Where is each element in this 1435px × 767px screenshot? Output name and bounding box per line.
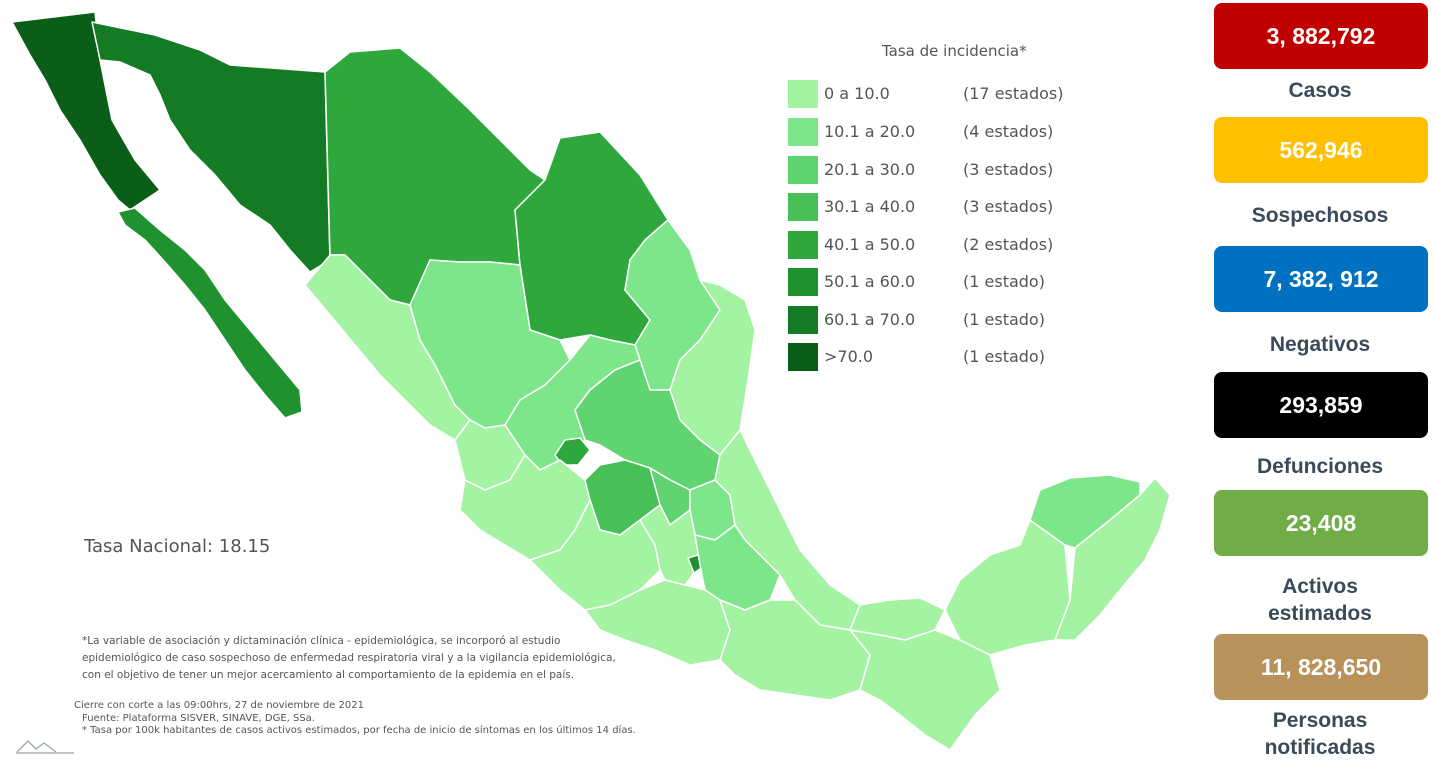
notified-value: 11, 828,650	[1260, 653, 1382, 680]
state-quintana-roo	[1054, 477, 1171, 641]
note-line: con el objetivo de tener un mejor acerca…	[82, 669, 575, 681]
deaths-box: 293,859	[1214, 372, 1428, 438]
national-rate: Tasa Nacional: 18.15	[84, 536, 271, 557]
legend-swatch	[788, 193, 818, 221]
deaths-value: 293,859	[1279, 391, 1363, 418]
legend-swatch	[788, 156, 818, 184]
cases-value: 3, 882,792	[1266, 22, 1376, 49]
legend-range: 60.1 a 70.0	[824, 310, 916, 329]
legend-range: 10.1 a 20.0	[824, 122, 916, 141]
deaths-label: Defunciones	[1256, 455, 1384, 478]
active-box: 23,408	[1214, 490, 1428, 556]
suspected-value: 562,946	[1279, 136, 1363, 163]
legend-row: 60.1 a 70.0 (1 estado)	[786, 306, 1116, 334]
legend-swatch	[788, 268, 818, 296]
rate-footnote: * Tasa por 100k habitantes de casos acti…	[82, 725, 636, 736]
legend-swatch	[788, 343, 818, 371]
cases-box: 3, 882,792	[1214, 3, 1428, 69]
legend-swatch	[788, 306, 818, 334]
state-sonora	[91, 21, 331, 273]
suspected-label: Sospechosos	[1251, 204, 1389, 227]
logo-icon	[16, 740, 74, 754]
legend-swatch	[788, 80, 818, 108]
legend-row: 50.1 a 60.0 (1 estado)	[786, 268, 1116, 296]
cases-label: Casos	[1288, 79, 1352, 102]
source-line: Fuente: Plataforma SISVER, SINAVE, DGE, …	[82, 712, 315, 724]
notified-label: Personas notificadas	[1264, 709, 1376, 759]
legend-range: 30.1 a 40.0	[824, 197, 916, 216]
negatives-box: 7, 382, 912	[1214, 246, 1428, 312]
legend-count: (1 estado)	[963, 310, 1045, 329]
active-label: Activos estimados	[1268, 575, 1372, 625]
legend-count: (4 estados)	[963, 122, 1054, 141]
legend-range: >70.0	[824, 347, 874, 366]
legend-count: (17 estados)	[963, 84, 1064, 103]
state-yucatan	[1029, 474, 1141, 549]
stats-panel: 3, 882,792 Casos 562,946 Sospechosos 7, …	[1205, 0, 1435, 767]
legend-range: 50.1 a 60.0	[824, 272, 916, 291]
suspected-box: 562,946	[1214, 117, 1428, 183]
legend-title: Tasa de incidencia*	[882, 42, 1027, 60]
legend-count: (3 estados)	[963, 160, 1054, 179]
legend-row: >70.0 (1 estado)	[786, 343, 1116, 371]
state-baja-california	[11, 11, 161, 211]
legend-count: (1 estado)	[963, 347, 1045, 366]
legend-row: 0 a 10.0 (17 estados)	[786, 80, 1116, 108]
mexico-incidence-map	[11, 11, 1171, 751]
source-notes: Cierre con corte a las 09:00hrs, 27 de n…	[74, 700, 774, 738]
legend-range: 40.1 a 50.0	[824, 235, 916, 254]
methodology-note: *La variable de asociación y dictaminaci…	[82, 633, 702, 684]
legend-row: 30.1 a 40.0 (3 estados)	[786, 193, 1116, 221]
state-baja-california-sur	[117, 207, 303, 419]
legend-row: 10.1 a 20.0 (4 estados)	[786, 118, 1116, 146]
legend-range: 0 a 10.0	[824, 84, 890, 103]
legend-row: 40.1 a 50.0 (2 estados)	[786, 231, 1116, 259]
note-line: *La variable de asociación y dictaminaci…	[82, 635, 561, 647]
legend-count: (2 estados)	[963, 235, 1054, 254]
negatives-label: Negativos	[1269, 333, 1371, 356]
state-campeche	[944, 519, 1071, 656]
negatives-value: 7, 382, 912	[1263, 265, 1379, 292]
legend-swatch	[788, 118, 818, 146]
legend-row: 20.1 a 30.0 (3 estados)	[786, 156, 1116, 184]
cutoff-date: Cierre con corte a las 09:00hrs, 27 de n…	[74, 700, 364, 711]
legend-count: (3 estados)	[963, 197, 1054, 216]
active-value: 23,408	[1285, 509, 1357, 536]
legend-range: 20.1 a 30.0	[824, 160, 916, 179]
legend-count: (1 estado)	[963, 272, 1045, 291]
note-line: epidemiológico de caso sospechoso de enf…	[82, 652, 616, 664]
notified-box: 11, 828,650	[1214, 634, 1428, 700]
state-chiapas	[849, 629, 1001, 751]
legend-swatch	[788, 231, 818, 259]
